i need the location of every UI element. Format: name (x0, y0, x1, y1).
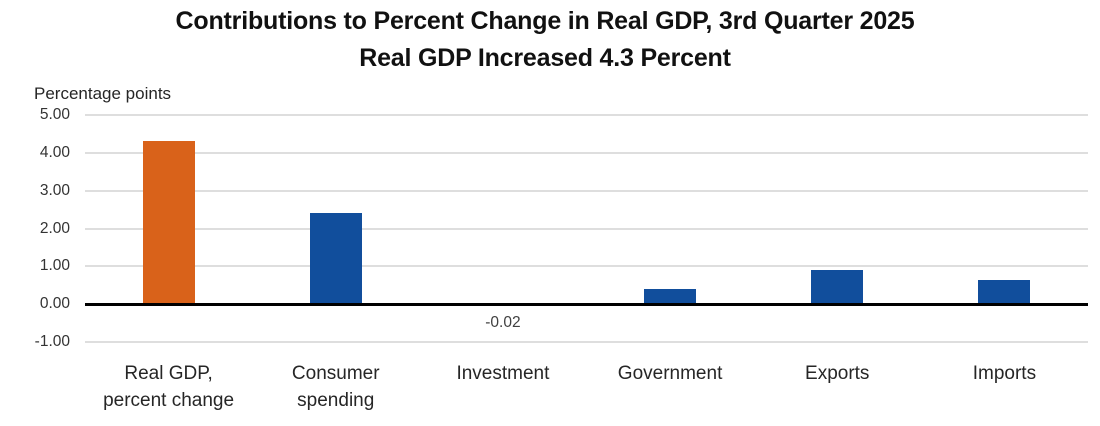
y-axis-tick-label: 5.00 (39, 106, 70, 123)
gridline--1.00 (85, 341, 1088, 343)
category-label-consumer-spending: Consumer spending (252, 360, 419, 414)
chart-title-line2: Real GDP Increased 4.3 Percent (359, 44, 731, 72)
bar-government (644, 289, 697, 305)
y-axis-tick-label: -1.00 (34, 333, 70, 350)
category-label-line: Imports (972, 363, 1037, 384)
bar-consumer-spending (309, 213, 362, 305)
gridline-2.00 (85, 227, 1088, 230)
y-axis-tick-label: 4.00 (39, 143, 70, 161)
category-label-line: Exports (805, 363, 870, 384)
category-label-government: Government (587, 360, 754, 387)
category-label-line: Consumer (291, 363, 380, 384)
plot-area: -0.02 (85, 114, 1088, 343)
category-label-investment: Investment (419, 360, 586, 387)
gridline-4.00 (85, 151, 1088, 154)
category-label-real-gdp-percent-change: Real GDP, percent change (85, 360, 252, 414)
y-axis-tick-label: 1.00 (39, 257, 70, 275)
gridline-1.00 (85, 265, 1088, 268)
category-label-line: spending (297, 390, 375, 411)
category-label-exports: Exports (754, 360, 921, 387)
category-label-imports: Imports (921, 360, 1088, 387)
y-axis-tick-label: 0.00 (39, 295, 70, 313)
category-label-line: Government (617, 363, 723, 384)
y-axis-tick-labels: 5.00 4.00 3.00 2.00 1.00 0.00 -1.00 (14, 106, 70, 350)
bar-real-gdp-percent-change (142, 141, 195, 305)
category-label-line: percent change (103, 390, 235, 411)
y-axis-tick-label: 3.00 (39, 181, 70, 199)
x-axis-zero-line (85, 303, 1088, 307)
category-label-line: Investment (456, 363, 550, 384)
x-axis-category-labels: Real GDP, percent change Consumer spending I… (85, 360, 1088, 420)
y-axis-tick-label: 2.00 (39, 219, 70, 237)
chart-title: Contributions to Percent Change in Real … (10, 3, 1080, 77)
bar-imports (978, 279, 1031, 305)
chart-title-line1: Contributions to Percent Change in Real … (175, 7, 915, 35)
y-axis-unit-label: Percentage points (34, 84, 172, 103)
bar-exports (811, 270, 864, 305)
gridline-3.00 (85, 189, 1088, 192)
category-label-line: Real GDP, (124, 363, 213, 384)
gridline-5.00 (85, 114, 1088, 116)
data-label-investment: -0.02 (485, 314, 521, 332)
